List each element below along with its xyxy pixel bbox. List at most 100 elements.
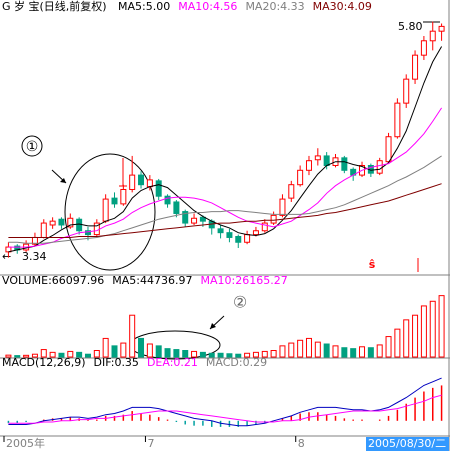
x-tick-label: 8 <box>298 437 305 450</box>
volume-bar <box>314 341 321 358</box>
volume-bar <box>155 345 162 358</box>
candle-body <box>244 234 251 243</box>
volume-bar <box>376 344 383 358</box>
candle-body <box>252 230 259 236</box>
candle-body <box>111 197 118 205</box>
candle-body <box>394 102 401 138</box>
candle-body <box>314 155 321 161</box>
header-text: MA20:4.33 <box>245 0 304 13</box>
candle-body <box>173 201 180 214</box>
candle-body <box>40 222 47 238</box>
volume-bar <box>199 351 206 358</box>
candle-body <box>235 236 242 243</box>
volume-bar <box>84 353 91 358</box>
candle-body <box>76 218 83 232</box>
candle-body <box>191 217 198 224</box>
volume-bar <box>31 353 38 358</box>
volume-bar <box>49 351 56 358</box>
candle-body <box>288 184 295 199</box>
volume-bar <box>5 354 12 358</box>
volume-bar <box>412 314 419 358</box>
candle-body <box>84 230 91 236</box>
candle-body <box>270 214 277 224</box>
candle-body <box>376 160 383 174</box>
header-text: MA10:4.56 <box>178 0 237 13</box>
candle-body <box>438 25 445 32</box>
volume-bar <box>438 295 445 358</box>
candle-body <box>182 211 189 224</box>
volume-bar <box>279 345 286 358</box>
volume-bar <box>120 342 127 358</box>
candle-body <box>67 217 74 228</box>
signal-label: ŝ <box>369 258 376 271</box>
header-text: MA10:26165.27 <box>200 274 287 287</box>
volume-bar <box>138 337 145 358</box>
indicator-line <box>8 46 443 253</box>
volume-bar <box>323 343 330 358</box>
candle-body <box>226 232 233 238</box>
candle-body <box>58 218 65 226</box>
low-label: 3.34 <box>22 250 47 263</box>
candle-body <box>403 78 410 104</box>
candle-body <box>420 40 427 56</box>
volume-bar <box>429 300 436 358</box>
arrow-head <box>60 178 66 183</box>
header-text: MACD(12,26,9) <box>2 356 86 369</box>
header-text: VOLUME:66097.96 <box>2 274 104 287</box>
annotation: ① <box>26 139 39 155</box>
candle-body <box>261 222 268 232</box>
volume-bar <box>58 352 65 358</box>
candle-body <box>138 174 145 186</box>
mark-circle <box>21 135 43 157</box>
volume-bar <box>235 353 242 358</box>
high-label: 5.80 <box>398 20 423 33</box>
volume-bar <box>217 352 224 358</box>
volume-bar <box>305 337 312 358</box>
annotation: ② <box>233 293 247 312</box>
header-text: MA5:5.00 <box>118 0 170 13</box>
candle-body <box>412 54 419 80</box>
volume-bar <box>208 352 215 358</box>
candle-body <box>102 198 109 222</box>
header-text: DIF:0.35 <box>94 356 139 369</box>
volume-bar <box>23 354 30 358</box>
candle-body <box>305 160 312 171</box>
x-tick-label: 7 <box>147 437 154 450</box>
header-text: MACD:0.29 <box>206 356 267 369</box>
volume-bar <box>182 350 189 358</box>
volume-bar <box>191 350 198 358</box>
volume-bar <box>394 328 401 358</box>
candle-body <box>341 157 348 171</box>
volume-bar <box>226 353 233 358</box>
candle-body <box>217 228 224 234</box>
candle-body <box>385 136 392 163</box>
volume-bar <box>385 336 392 358</box>
indicator-line <box>8 155 442 244</box>
candle-body <box>146 179 153 188</box>
candle-body <box>279 198 286 216</box>
volume-bar <box>297 339 304 358</box>
header-text: DEA:0.21 <box>147 356 198 369</box>
candle-body <box>297 169 304 186</box>
volume-bar <box>341 347 348 358</box>
volume-bar <box>350 348 357 358</box>
candle-body <box>429 30 436 42</box>
volume-bar <box>102 337 109 358</box>
volume-bar <box>288 342 295 358</box>
indicator-line <box>8 183 442 238</box>
header-text: MA5:44736.97 <box>112 274 192 287</box>
volume-bar <box>111 345 118 358</box>
arrow-head <box>210 323 216 329</box>
volume-bar <box>146 343 153 358</box>
volume-bar <box>164 348 171 358</box>
volume-bar <box>270 350 277 358</box>
volume-bar <box>367 347 374 358</box>
cursor-date: 2005/08/30/二 <box>368 437 446 450</box>
volume-bar <box>261 350 268 358</box>
indicator-line <box>8 394 442 424</box>
candle-body <box>199 216 206 222</box>
volume-bar <box>403 319 410 358</box>
indicator-line <box>8 107 443 248</box>
